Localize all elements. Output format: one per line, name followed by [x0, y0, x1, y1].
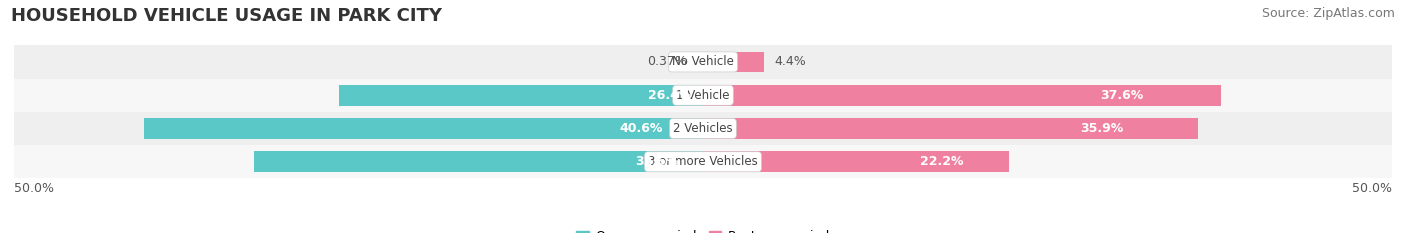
Bar — [14, 79, 1392, 112]
Text: 32.6%: 32.6% — [636, 155, 679, 168]
Text: 2 Vehicles: 2 Vehicles — [673, 122, 733, 135]
Bar — [14, 112, 1392, 145]
Text: 50.0%: 50.0% — [1353, 182, 1392, 195]
Bar — [14, 45, 1392, 79]
Legend: Owner-occupied, Renter-occupied: Owner-occupied, Renter-occupied — [571, 225, 835, 233]
Text: 4.4%: 4.4% — [775, 55, 807, 69]
Text: 40.6%: 40.6% — [619, 122, 662, 135]
Bar — [14, 145, 1392, 178]
Text: 0.37%: 0.37% — [647, 55, 688, 69]
Text: 26.4%: 26.4% — [648, 89, 692, 102]
Bar — [697, 51, 703, 72]
Text: HOUSEHOLD VEHICLE USAGE IN PARK CITY: HOUSEHOLD VEHICLE USAGE IN PARK CITY — [11, 7, 443, 25]
Text: 1 Vehicle: 1 Vehicle — [676, 89, 730, 102]
Bar — [703, 51, 763, 72]
Bar — [339, 85, 703, 106]
Bar — [254, 151, 703, 172]
Text: No Vehicle: No Vehicle — [672, 55, 734, 69]
Text: 37.6%: 37.6% — [1099, 89, 1143, 102]
Bar — [703, 151, 1010, 172]
Text: 22.2%: 22.2% — [920, 155, 963, 168]
Bar — [703, 85, 1220, 106]
Text: 35.9%: 35.9% — [1080, 122, 1123, 135]
Bar — [143, 118, 703, 139]
Bar — [703, 118, 1198, 139]
Text: 50.0%: 50.0% — [14, 182, 53, 195]
Text: 3 or more Vehicles: 3 or more Vehicles — [648, 155, 758, 168]
Text: Source: ZipAtlas.com: Source: ZipAtlas.com — [1261, 7, 1395, 20]
